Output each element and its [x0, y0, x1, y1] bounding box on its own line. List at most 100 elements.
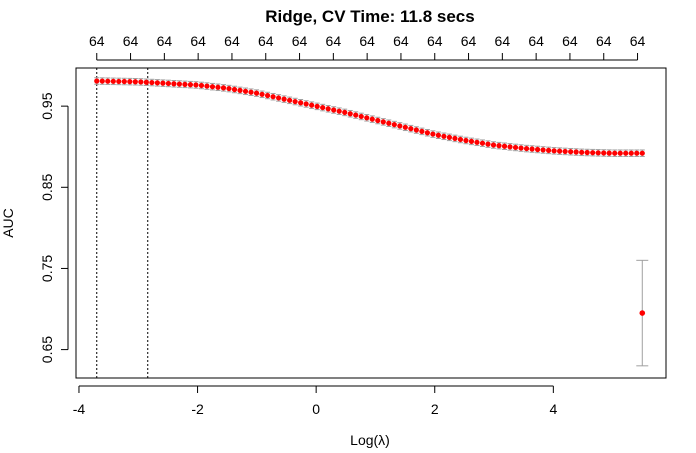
data-point — [303, 101, 309, 107]
top-tick-label: 64 — [89, 33, 105, 49]
data-point — [94, 78, 100, 84]
data-point — [430, 131, 436, 137]
data-point — [446, 134, 453, 140]
top-tick-label: 64 — [157, 33, 173, 49]
data-point — [154, 80, 160, 86]
reference-lines — [96, 68, 149, 378]
data-point — [606, 150, 612, 156]
data-point — [468, 138, 475, 144]
plot-frame — [75, 67, 667, 379]
x-tick-label: -2 — [191, 401, 204, 417]
data-point — [292, 98, 298, 105]
data-point — [121, 78, 127, 85]
data-point — [325, 106, 331, 112]
data-point — [358, 113, 364, 120]
data-point — [364, 115, 370, 121]
data-point — [331, 107, 337, 113]
data-point — [612, 150, 618, 156]
data-point — [380, 119, 386, 125]
top-tick-label: 64 — [123, 33, 139, 49]
y-tick-label: 0.85 — [39, 173, 55, 200]
data-point — [562, 148, 568, 155]
top-tick-label: 64 — [562, 33, 578, 49]
outlier-point — [639, 310, 646, 316]
data-point — [237, 87, 243, 93]
data-point — [546, 147, 552, 153]
top-tick-label: 64 — [292, 33, 308, 49]
data-point — [187, 82, 194, 88]
data-point — [270, 94, 276, 100]
top-tick-label: 64 — [359, 33, 375, 49]
data-point — [176, 81, 183, 87]
data-point — [590, 150, 596, 156]
data-point — [496, 143, 502, 149]
error-bars — [94, 77, 645, 157]
data-point — [342, 109, 348, 115]
data-point — [639, 150, 645, 156]
top-tick-label: 64 — [326, 33, 342, 49]
data-point — [116, 78, 122, 85]
outlier-point-group — [636, 259, 649, 367]
data-point — [485, 141, 491, 147]
chart-title: Ridge, CV Time: 11.8 secs — [265, 7, 474, 26]
data-point — [143, 79, 149, 85]
top-axis: 64 64 64 64 64 64 64 64 64 64 64 64 64 64 64 64 64 — [89, 33, 646, 61]
data-point — [463, 137, 469, 144]
data-point — [259, 91, 265, 97]
top-tick-label: 64 — [258, 33, 274, 49]
data-point — [617, 150, 623, 156]
data-point — [105, 78, 111, 84]
y-tick-label: 0.75 — [39, 255, 55, 282]
x-tick-label: -4 — [73, 401, 86, 417]
data-point — [353, 112, 359, 118]
data-point — [110, 78, 116, 84]
data-point — [347, 111, 353, 117]
data-point — [253, 90, 260, 96]
data-point — [457, 136, 464, 143]
x-tick-label: 4 — [549, 401, 557, 417]
data-point — [336, 108, 342, 114]
data-point — [149, 79, 155, 86]
data-point — [99, 78, 105, 84]
y-tick-label: 0.95 — [39, 92, 55, 119]
data-point — [182, 81, 188, 87]
data-point — [595, 150, 601, 156]
data-point — [193, 82, 199, 88]
data-point — [479, 140, 486, 146]
data-point — [573, 149, 579, 155]
y-axis: 0.65 0.75 0.85 0.95 — [39, 92, 69, 363]
data-point — [226, 85, 232, 92]
data-point — [375, 117, 381, 124]
data-point — [281, 96, 287, 102]
data-point — [490, 142, 497, 148]
data-point — [452, 135, 458, 142]
y-tick-label: 0.65 — [39, 336, 55, 363]
data-point — [413, 127, 419, 133]
data-point — [132, 79, 138, 85]
x-axis-label: Log(λ) — [350, 432, 390, 448]
data-point — [474, 139, 480, 145]
data-point — [424, 130, 430, 136]
data-point — [501, 143, 508, 149]
data-point — [220, 85, 227, 91]
data-point — [138, 79, 144, 85]
top-tick-label: 64 — [630, 33, 646, 49]
data-point — [579, 149, 585, 155]
y-axis-label: AUC — [0, 208, 16, 238]
data-point — [198, 82, 205, 89]
data-point — [601, 150, 607, 156]
top-tick-label: 64 — [427, 33, 443, 49]
data-point — [314, 103, 320, 109]
data-point — [634, 150, 640, 156]
top-tick-label: 64 — [393, 33, 409, 49]
data-point — [512, 144, 519, 151]
top-tick-label: 64 — [190, 33, 206, 49]
data-point — [534, 146, 541, 153]
data-point — [441, 133, 447, 139]
data-point — [557, 148, 563, 154]
data-point — [160, 80, 166, 86]
data-point — [391, 121, 397, 128]
data-point — [369, 116, 375, 122]
top-tick-label: 64 — [495, 33, 511, 49]
